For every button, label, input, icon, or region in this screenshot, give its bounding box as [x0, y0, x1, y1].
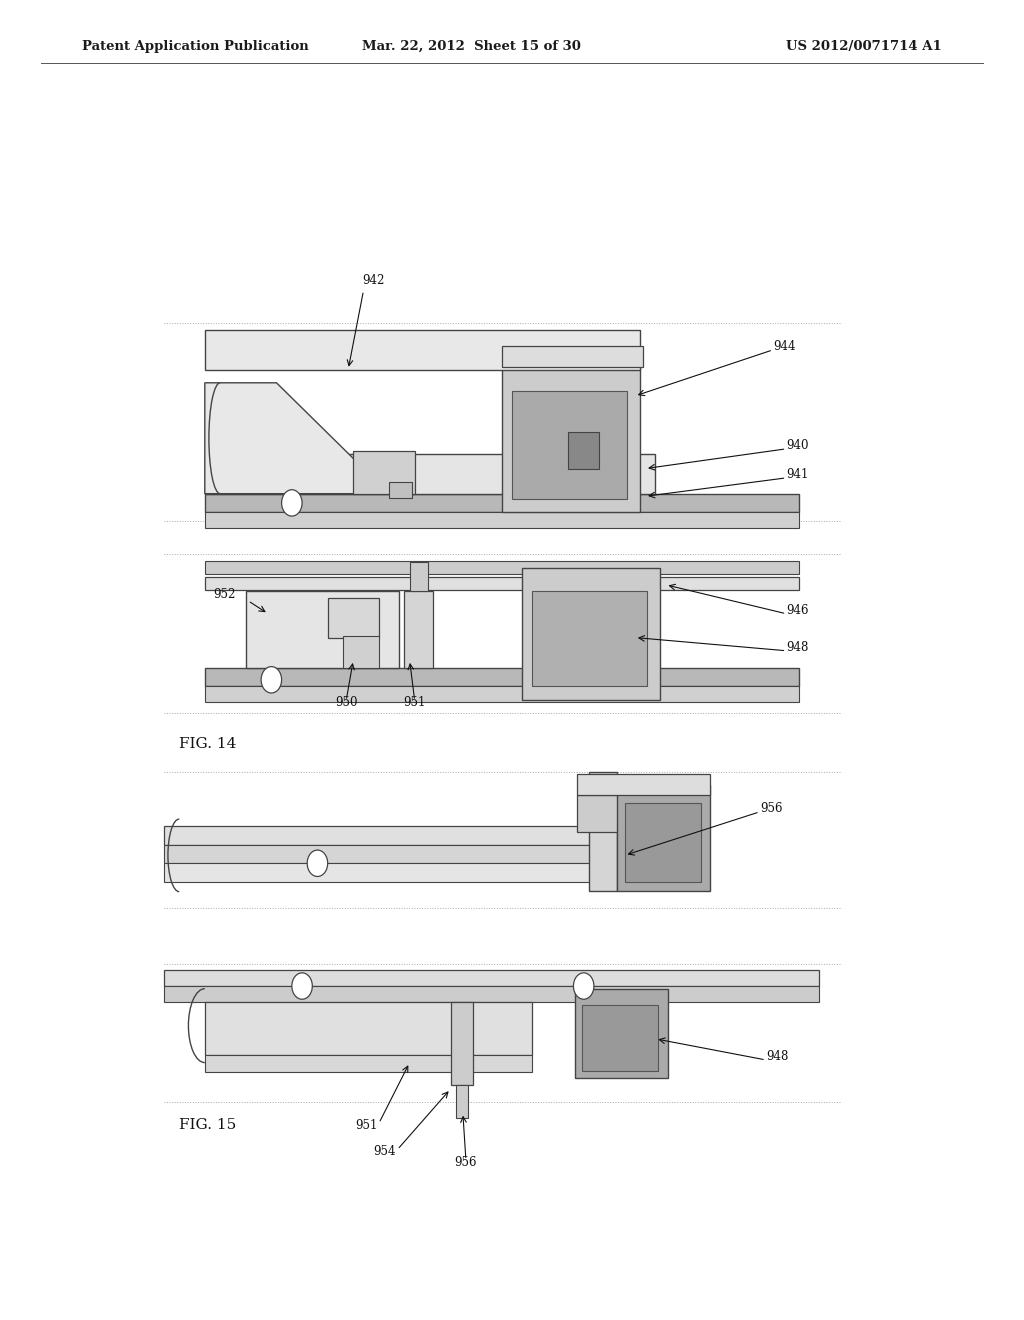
Bar	[205, 1055, 532, 1072]
Bar	[164, 970, 819, 986]
Circle shape	[292, 973, 312, 999]
Bar	[410, 562, 428, 591]
Circle shape	[261, 667, 282, 693]
Text: US 2012/0071714 A1: US 2012/0071714 A1	[786, 40, 942, 53]
Bar	[575, 989, 668, 1078]
Bar	[522, 568, 660, 700]
Text: 946: 946	[786, 603, 809, 616]
Text: 944: 944	[773, 339, 796, 352]
Polygon shape	[205, 383, 389, 494]
Bar	[164, 863, 614, 882]
Bar	[328, 598, 379, 638]
Text: 952: 952	[213, 587, 236, 601]
Text: 956: 956	[760, 801, 782, 814]
Bar	[164, 845, 614, 863]
Text: 941: 941	[786, 467, 809, 480]
Bar	[502, 367, 640, 512]
Text: 942: 942	[362, 273, 385, 286]
Text: 954: 954	[373, 1144, 395, 1158]
Text: 950: 950	[335, 696, 357, 709]
Text: Patent Application Publication: Patent Application Publication	[82, 40, 308, 53]
Circle shape	[307, 850, 328, 876]
Bar	[353, 451, 415, 494]
Bar	[343, 636, 379, 668]
Bar	[451, 1002, 473, 1085]
Bar	[205, 512, 799, 528]
Bar	[246, 591, 399, 668]
Bar	[205, 561, 799, 574]
Bar	[568, 432, 599, 469]
Text: FIG. 15: FIG. 15	[179, 1118, 237, 1131]
Bar	[502, 346, 643, 367]
Bar	[577, 795, 630, 832]
Text: Mar. 22, 2012  Sheet 15 of 30: Mar. 22, 2012 Sheet 15 of 30	[361, 40, 581, 53]
Bar	[512, 391, 627, 499]
Bar	[625, 803, 701, 882]
Bar	[532, 591, 647, 686]
Bar	[205, 330, 640, 370]
Text: FIG. 14: FIG. 14	[179, 738, 237, 751]
Bar	[205, 686, 799, 702]
Text: 948: 948	[786, 640, 809, 653]
Bar	[205, 577, 799, 590]
Circle shape	[282, 490, 302, 516]
Bar	[205, 668, 799, 686]
Bar	[205, 1002, 532, 1055]
Bar	[404, 591, 433, 668]
Bar	[205, 454, 655, 494]
Bar	[577, 774, 710, 795]
Bar	[582, 1005, 658, 1071]
Bar	[205, 494, 799, 512]
Bar	[589, 772, 617, 891]
Text: 948: 948	[766, 1049, 788, 1063]
Circle shape	[573, 973, 594, 999]
Bar	[164, 986, 819, 1002]
Bar	[456, 1085, 468, 1118]
Text: 956: 956	[455, 1155, 477, 1168]
Text: 951: 951	[403, 696, 426, 709]
Bar	[617, 785, 710, 891]
Text: 940: 940	[786, 438, 809, 451]
Text: 951: 951	[355, 1118, 378, 1131]
Bar	[389, 482, 412, 498]
Bar	[164, 826, 614, 845]
